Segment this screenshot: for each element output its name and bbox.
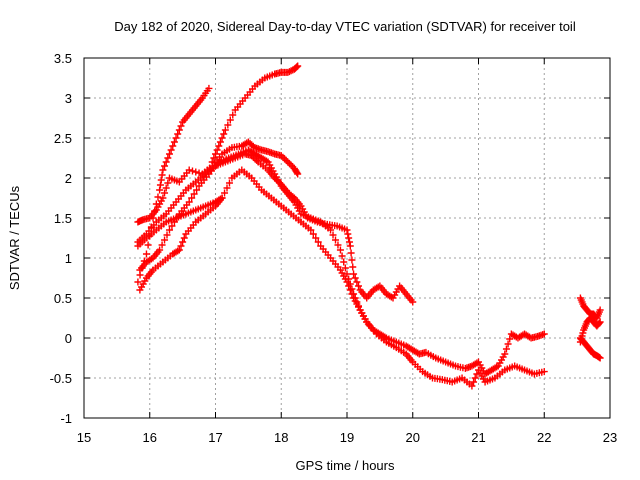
series-arc-e	[136, 146, 548, 378]
series-arc-h	[576, 294, 604, 322]
y-tick-label: -1	[60, 411, 72, 426]
x-axis-label: GPS time / hours	[296, 458, 395, 473]
y-tick-label: 1	[65, 251, 72, 266]
y-tick-label: 2	[65, 171, 72, 186]
y-axis-label: SDTVAR / TECUs	[7, 185, 22, 290]
point-markers	[208, 62, 302, 166]
series-arc-c	[134, 138, 302, 226]
grid	[84, 58, 610, 418]
point-markers	[134, 138, 302, 226]
series-arc-g	[134, 194, 226, 250]
series-arc-f	[136, 166, 548, 390]
y-tick-label: 0.5	[54, 291, 72, 306]
point-markers	[576, 334, 604, 362]
x-tick-label: 22	[537, 430, 551, 445]
y-tick-label: 3	[65, 91, 72, 106]
axis-ticks	[83, 57, 611, 419]
point-markers	[136, 166, 548, 390]
x-tick-label: 17	[208, 430, 222, 445]
series-arc-j	[576, 334, 604, 362]
y-tick-labels: -1 -0.5 0 0.5 1 1.5 2 2.5 3 3.5	[50, 51, 72, 426]
y-tick-label: -0.5	[50, 371, 72, 386]
x-tick-label: 23	[603, 430, 617, 445]
y-tick-label: 3.5	[54, 51, 72, 66]
point-markers	[136, 146, 548, 378]
y-tick-label: 2.5	[54, 131, 72, 146]
x-tick-label: 16	[143, 430, 157, 445]
data-points	[134, 62, 604, 390]
point-markers	[576, 294, 604, 322]
chart-title: Day 182 of 2020, Sidereal Day-to-day VTE…	[114, 19, 576, 34]
x-tick-label: 21	[471, 430, 485, 445]
x-tick-labels: 15 16 17 18 19 20 21 22 23	[77, 430, 617, 445]
point-markers	[134, 194, 226, 250]
x-tick-label: 19	[340, 430, 354, 445]
x-tick-label: 20	[406, 430, 420, 445]
series-arc-b	[208, 62, 302, 166]
y-tick-label: 0	[65, 331, 72, 346]
x-tick-label: 18	[274, 430, 288, 445]
y-tick-label: 1.5	[54, 211, 72, 226]
x-tick-label: 15	[77, 430, 91, 445]
